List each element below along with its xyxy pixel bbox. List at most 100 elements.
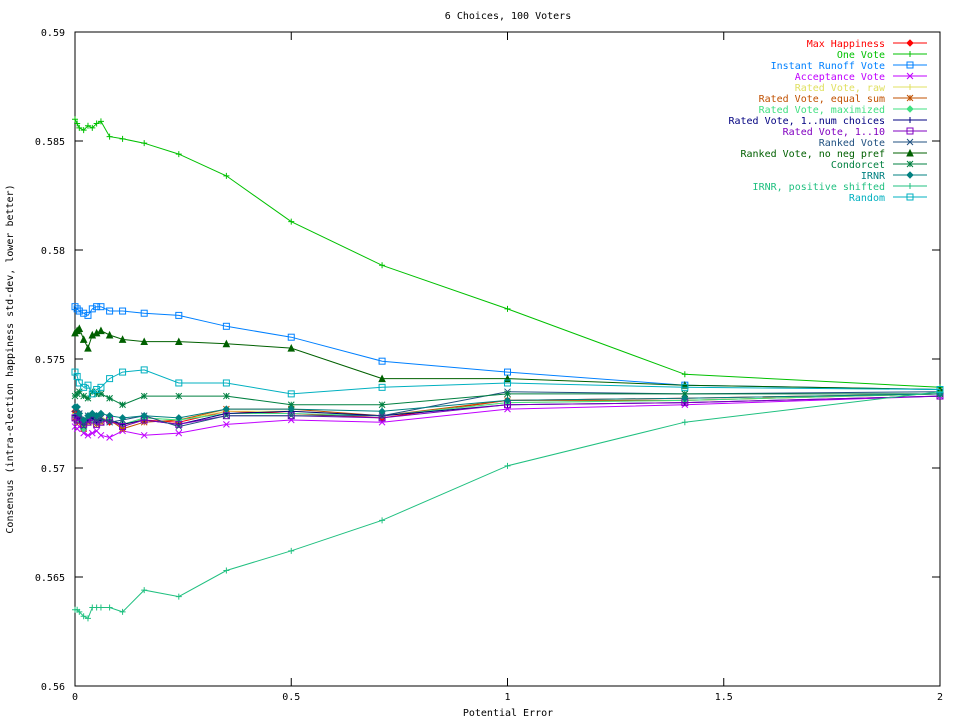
legend-item: One Vote bbox=[837, 50, 927, 61]
x-tick-label: 0 bbox=[72, 692, 78, 703]
data-point bbox=[379, 517, 386, 524]
data-point bbox=[222, 405, 231, 413]
data-point bbox=[88, 305, 96, 313]
chart-title: 6 Choices, 100 Voters bbox=[445, 11, 571, 22]
data-point bbox=[105, 330, 114, 339]
data-point bbox=[106, 604, 113, 611]
y-tick-label: 0.565 bbox=[35, 573, 65, 584]
data-point bbox=[504, 462, 511, 469]
legend-item: Rated Vote, raw bbox=[795, 83, 927, 94]
series-layer bbox=[71, 116, 944, 622]
data-point bbox=[93, 390, 100, 398]
data-point bbox=[223, 567, 230, 574]
data-point bbox=[97, 431, 105, 439]
series-acceptance-vote bbox=[71, 392, 944, 441]
data-point bbox=[84, 615, 91, 622]
data-point bbox=[84, 343, 92, 352]
data-point bbox=[378, 407, 386, 416]
legend-item: Rated Vote, maximized bbox=[759, 105, 927, 116]
data-point bbox=[106, 307, 114, 315]
data-point bbox=[75, 379, 83, 387]
data-point bbox=[119, 307, 127, 315]
legend-label: Rated Vote, 1..10 bbox=[783, 127, 885, 138]
y-tick-label: 0.57 bbox=[41, 464, 65, 475]
y-tick-label: 0.585 bbox=[35, 137, 65, 148]
legend-item: Instant Runoff Vote bbox=[771, 61, 927, 72]
data-point bbox=[106, 434, 113, 441]
data-point bbox=[119, 401, 126, 409]
data-point bbox=[287, 343, 296, 352]
data-point bbox=[175, 593, 182, 600]
data-point bbox=[140, 392, 148, 400]
data-point bbox=[80, 423, 88, 430]
data-point bbox=[119, 368, 127, 376]
legend-item: Rated Vote, equal sum bbox=[759, 94, 927, 105]
data-point bbox=[84, 381, 92, 389]
data-point bbox=[105, 411, 114, 420]
data-point bbox=[93, 303, 101, 311]
data-point bbox=[174, 337, 183, 346]
data-point bbox=[175, 414, 183, 422]
series-line bbox=[75, 391, 941, 429]
data-point bbox=[97, 409, 105, 418]
data-point bbox=[88, 388, 96, 396]
data-point bbox=[378, 401, 386, 409]
legend-item: Max Happiness bbox=[807, 39, 927, 50]
data-point bbox=[175, 151, 182, 158]
data-point bbox=[681, 390, 689, 398]
data-point bbox=[106, 418, 113, 426]
data-point bbox=[84, 431, 92, 439]
data-point bbox=[106, 375, 114, 383]
legend-item: Condorcet bbox=[831, 160, 927, 171]
series-line bbox=[75, 391, 941, 620]
series-one-vote bbox=[72, 116, 943, 391]
data-point bbox=[288, 218, 295, 225]
legend-marker bbox=[906, 138, 914, 146]
legend-marker bbox=[906, 39, 914, 47]
data-point bbox=[140, 337, 149, 346]
data-point bbox=[175, 379, 183, 387]
legend-marker bbox=[907, 51, 913, 57]
legend-label: IRNR bbox=[861, 171, 886, 182]
data-point bbox=[76, 124, 83, 131]
legend-item: IRNR bbox=[861, 171, 927, 182]
legend-item: Acceptance Vote bbox=[795, 72, 927, 83]
legend-marker bbox=[906, 148, 914, 157]
series-line bbox=[74, 369, 941, 395]
data-point bbox=[287, 333, 295, 341]
legend-label: Rated Vote, raw bbox=[795, 83, 886, 94]
data-point bbox=[97, 604, 104, 611]
data-point bbox=[503, 396, 512, 405]
data-point bbox=[97, 383, 105, 391]
data-point bbox=[223, 392, 230, 400]
data-point bbox=[222, 339, 231, 348]
data-point bbox=[73, 372, 81, 380]
legend-marker bbox=[907, 117, 913, 123]
data-point bbox=[73, 305, 81, 313]
data-point bbox=[106, 133, 113, 140]
legend-marker bbox=[906, 160, 914, 168]
data-point bbox=[378, 374, 386, 383]
data-point bbox=[97, 390, 105, 398]
legend-label: Rated Vote, equal sum bbox=[759, 94, 885, 105]
data-point bbox=[681, 381, 689, 389]
data-point bbox=[223, 412, 230, 420]
data-point bbox=[119, 423, 127, 431]
x-tick-label: 2 bbox=[937, 692, 943, 703]
data-point bbox=[73, 403, 81, 411]
data-point bbox=[378, 383, 386, 391]
data-point bbox=[504, 390, 511, 398]
data-point bbox=[97, 303, 105, 311]
data-point bbox=[88, 429, 96, 437]
data-point bbox=[93, 120, 100, 127]
legend-label: One Vote bbox=[837, 50, 885, 61]
data-point bbox=[936, 386, 944, 394]
legend-label: Ranked Vote, no neg pref bbox=[741, 149, 886, 160]
data-point bbox=[80, 309, 88, 317]
legend-label: Random bbox=[849, 193, 885, 204]
data-point bbox=[681, 419, 688, 426]
data-point bbox=[75, 388, 83, 396]
